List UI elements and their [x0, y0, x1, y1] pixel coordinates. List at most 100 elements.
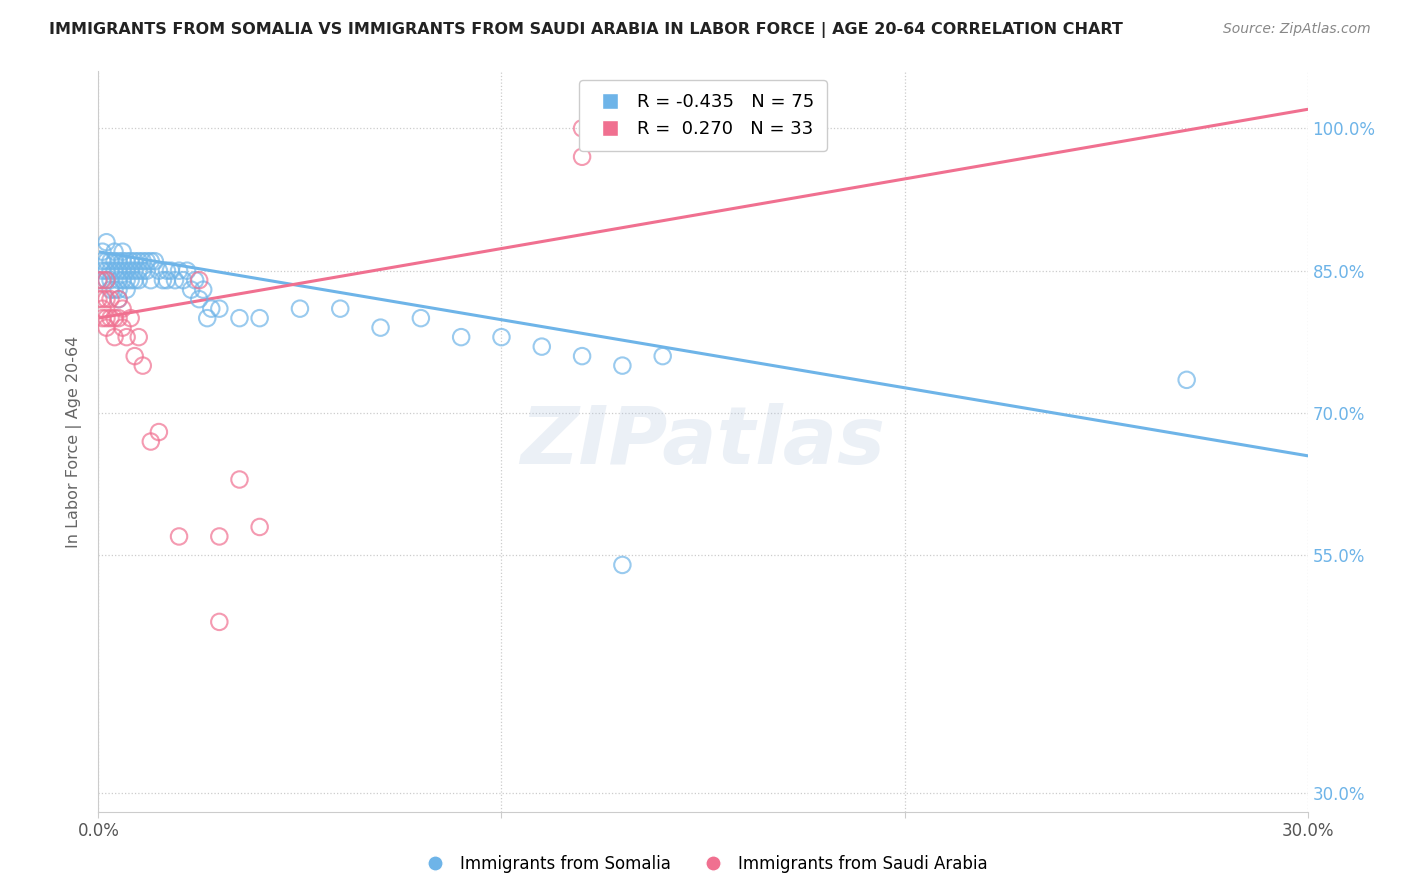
Point	[571, 150, 593, 164]
Point	[103, 254, 125, 268]
Point	[612, 558, 634, 572]
Point	[107, 263, 129, 277]
Point	[100, 311, 122, 326]
Point	[450, 330, 472, 344]
Point	[208, 529, 231, 543]
Point	[96, 292, 118, 306]
Point	[228, 311, 250, 326]
Point	[249, 311, 271, 326]
Point	[188, 292, 211, 306]
Point	[96, 263, 118, 277]
Point	[200, 301, 222, 316]
Legend: Immigrants from Somalia, Immigrants from Saudi Arabia: Immigrants from Somalia, Immigrants from…	[412, 848, 994, 880]
Point	[124, 273, 146, 287]
Point	[409, 311, 432, 326]
Point	[96, 273, 118, 287]
Point	[124, 263, 146, 277]
Point	[530, 340, 553, 354]
Point	[91, 254, 114, 268]
Point	[152, 273, 174, 287]
Point	[111, 244, 134, 259]
Point	[103, 283, 125, 297]
Point	[107, 254, 129, 268]
Point	[100, 273, 122, 287]
Point	[288, 301, 311, 316]
Point	[176, 263, 198, 277]
Point	[148, 425, 170, 439]
Point	[139, 434, 162, 449]
Point	[100, 254, 122, 268]
Point	[228, 473, 250, 487]
Point	[167, 263, 190, 277]
Point	[139, 254, 162, 268]
Point	[139, 273, 162, 287]
Point	[107, 292, 129, 306]
Point	[491, 330, 513, 344]
Point	[87, 292, 110, 306]
Point	[571, 121, 593, 136]
Point	[111, 301, 134, 316]
Point	[91, 244, 114, 259]
Point	[193, 283, 215, 297]
Point	[651, 349, 673, 363]
Point	[148, 263, 170, 277]
Point	[111, 320, 134, 334]
Point	[163, 273, 186, 287]
Point	[96, 311, 118, 326]
Point	[612, 359, 634, 373]
Point	[111, 273, 134, 287]
Point	[1175, 373, 1198, 387]
Point	[120, 254, 142, 268]
Point	[87, 273, 110, 287]
Text: ZIPatlas: ZIPatlas	[520, 402, 886, 481]
Point	[180, 283, 202, 297]
Y-axis label: In Labor Force | Age 20-64: In Labor Force | Age 20-64	[66, 335, 83, 548]
Point	[167, 529, 190, 543]
Point	[107, 283, 129, 297]
Point	[249, 520, 271, 534]
Point	[329, 301, 352, 316]
Point	[96, 235, 118, 250]
Point	[91, 311, 114, 326]
Point	[128, 273, 150, 287]
Point	[120, 263, 142, 277]
Point	[100, 292, 122, 306]
Point	[132, 359, 155, 373]
Point	[100, 263, 122, 277]
Point	[115, 273, 138, 287]
Point	[115, 283, 138, 297]
Point	[96, 320, 118, 334]
Point	[156, 263, 179, 277]
Point	[135, 263, 157, 277]
Point	[195, 311, 218, 326]
Point	[132, 263, 155, 277]
Point	[128, 330, 150, 344]
Point	[91, 263, 114, 277]
Point	[115, 330, 138, 344]
Point	[103, 330, 125, 344]
Point	[100, 283, 122, 297]
Text: Source: ZipAtlas.com: Source: ZipAtlas.com	[1223, 22, 1371, 37]
Point	[135, 254, 157, 268]
Point	[370, 320, 392, 334]
Point	[128, 254, 150, 268]
Point	[124, 349, 146, 363]
Point	[91, 292, 114, 306]
Point	[120, 273, 142, 287]
Point	[124, 254, 146, 268]
Point	[107, 273, 129, 287]
Point	[208, 301, 231, 316]
Point	[120, 311, 142, 326]
Point	[96, 254, 118, 268]
Point	[91, 273, 114, 287]
Point	[111, 263, 134, 277]
Point	[103, 311, 125, 326]
Point	[87, 273, 110, 287]
Point	[160, 263, 183, 277]
Point	[184, 273, 207, 287]
Point	[172, 273, 194, 287]
Point	[188, 273, 211, 287]
Point	[107, 311, 129, 326]
Point	[111, 254, 134, 268]
Point	[96, 273, 118, 287]
